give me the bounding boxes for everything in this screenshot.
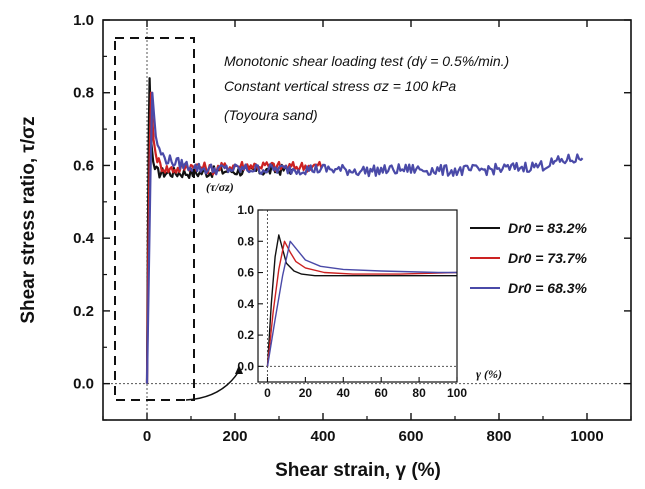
x-tick-label: 200 xyxy=(222,428,247,445)
inset-x-tick-label: 100 xyxy=(447,386,467,400)
legend-label-2: Dr0 = 73.7% xyxy=(508,250,588,266)
x-tick-label: 800 xyxy=(486,428,511,445)
inset-x-tick-label: 20 xyxy=(299,386,313,400)
annotation-vertical-stress: Constant vertical stress σz = 100 kPa xyxy=(224,78,456,94)
annotation-material: (Toyoura sand) xyxy=(224,107,318,123)
y-tick-label: 1.0 xyxy=(73,12,94,29)
y-tick-label: 0.4 xyxy=(73,230,95,247)
zoom-region-box xyxy=(115,38,194,400)
y-tick-label: 0.2 xyxy=(73,303,94,320)
inset-x-tick-label: 0 xyxy=(264,386,271,400)
inset-x-label: γ (%) xyxy=(476,367,502,381)
x-tick-label: 600 xyxy=(398,428,423,445)
inset-y-label: (τ/σz) xyxy=(206,180,234,194)
inset-x-tick-label: 40 xyxy=(337,386,351,400)
inset-y-tick-label: 0.6 xyxy=(237,266,254,280)
y-tick-label: 0.0 xyxy=(73,376,94,393)
x-tick-label: 0 xyxy=(143,428,151,445)
legend: Dr0 = 83.2% Dr0 = 73.7% Dr0 = 68.3% xyxy=(470,220,588,296)
x-axis-label: Shear strain, γ (%) xyxy=(275,460,441,481)
inset-y-tick-label: 1.0 xyxy=(237,203,254,217)
legend-label-3: Dr0 = 68.3% xyxy=(508,280,588,296)
inset-y-tick-label: 0.2 xyxy=(237,328,254,342)
x-tick-label: 1000 xyxy=(570,428,603,445)
inset-background xyxy=(258,210,457,382)
annotation-test-type: Monotonic shear loading test (dγ̇ = 0.5%… xyxy=(224,53,509,69)
y-tick-label: 0.6 xyxy=(73,157,94,174)
inset-y-tick-label: 0.0 xyxy=(237,359,254,373)
inset-y-tick-label: 0.8 xyxy=(237,234,254,248)
x-tick-label: 400 xyxy=(310,428,335,445)
legend-label-1: Dr0 = 83.2% xyxy=(508,220,588,236)
inset-y-tick-label: 0.4 xyxy=(237,297,254,311)
inset-x-tick-label: 60 xyxy=(375,386,389,400)
y-tick-label: 0.8 xyxy=(73,85,94,102)
y-axis-label: Shear stress ratio, τ/σz xyxy=(18,116,39,323)
inset-x-tick-label: 80 xyxy=(412,386,426,400)
